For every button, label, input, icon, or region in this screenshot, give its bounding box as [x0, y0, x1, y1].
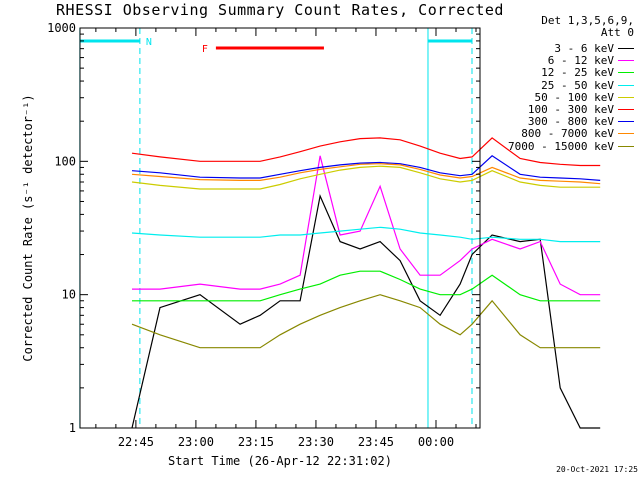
legend-item: 50 - 100 keV: [486, 90, 636, 104]
y-tick-label: 1000: [47, 21, 76, 35]
legend-label: 7000 - 15000 keV: [508, 139, 614, 153]
legend-label: 50 - 100 keV: [534, 90, 614, 104]
series-line-8: [131, 294, 601, 349]
legend-item: 12 - 25 keV: [486, 66, 636, 80]
legend-swatch: [618, 121, 634, 123]
series-line-7: [131, 163, 601, 185]
flare-label-2: F: [202, 44, 208, 55]
x-axis-title: Start Time (26-Apr-12 22:31:02): [168, 454, 392, 468]
series-line-3: [131, 226, 601, 243]
legend-label: 100 - 300 keV: [527, 103, 614, 116]
legend-item: 6 - 12 keV: [486, 54, 636, 68]
legend-item: 25 - 50 keV: [486, 78, 636, 92]
legend-swatch: [618, 72, 634, 74]
series-line-6: [131, 155, 601, 181]
y-tick-label: 100: [54, 154, 76, 168]
series-line-0: [131, 193, 601, 429]
detector-info: Det 1,3,5,6,9,: [541, 14, 634, 27]
attenuator-info: Att 0: [600, 26, 634, 39]
legend-swatch: [618, 109, 634, 110]
legend-swatch: [618, 133, 634, 135]
legend-item: 7000 - 15000 keV: [486, 139, 636, 153]
legend-swatch: [618, 60, 634, 62]
series-line-4: [131, 165, 601, 190]
legend-item: 3 - 6 keV: [486, 42, 636, 55]
series-line-1: [132, 155, 601, 296]
y-axis-title: Corrected Count Rate (s⁻¹ detector⁻¹): [21, 94, 35, 361]
x-tick-label: 23:30: [298, 435, 334, 449]
legend-item: 800 - 7000 keV: [486, 127, 636, 141]
x-tick-label: 22:45: [118, 435, 154, 449]
chart-title: RHESSI Observing Summary Count Rates, Co…: [56, 1, 504, 19]
series-line-2: [132, 270, 601, 302]
legend-item: 300 - 800 keV: [486, 115, 636, 129]
x-tick-label: 23:45: [358, 435, 394, 449]
x-tick-label: 23:15: [238, 435, 274, 449]
series-line-5: [131, 137, 601, 167]
y-tick-label: 1: [69, 421, 76, 435]
night-label-0: N: [146, 37, 152, 48]
x-tick-label: 23:00: [178, 435, 214, 449]
legend-item: 100 - 300 keV: [486, 103, 636, 116]
timestamp: 20-Oct-2021 17:25: [556, 465, 638, 474]
x-tick-label: 00:00: [418, 435, 454, 449]
legend-label: 6 - 12 keV: [547, 54, 614, 68]
plot-frame: [79, 27, 481, 429]
legend-swatch: [618, 48, 634, 49]
legend-label: 12 - 25 keV: [541, 66, 614, 80]
legend-label: 3 - 6 keV: [554, 42, 614, 55]
legend-label: 300 - 800 keV: [527, 115, 614, 129]
legend-label: 800 - 7000 keV: [521, 127, 614, 141]
legend-swatch: [618, 145, 634, 147]
y-tick-label: 10: [62, 288, 76, 302]
legend-label: 25 - 50 keV: [541, 78, 614, 92]
legend-swatch: [618, 96, 634, 98]
legend-swatch: [618, 84, 634, 86]
